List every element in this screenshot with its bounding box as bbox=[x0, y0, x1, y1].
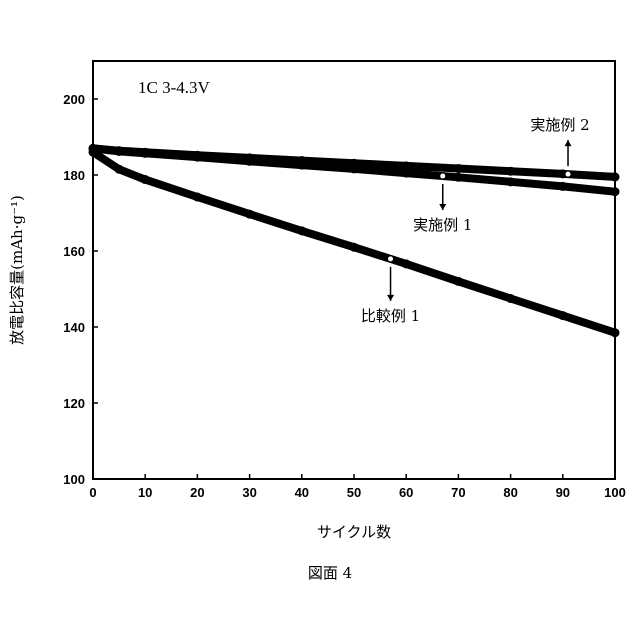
data-point-example-2 bbox=[506, 167, 515, 176]
y-tick-label: 120 bbox=[63, 396, 85, 411]
x-tick-label: 60 bbox=[399, 485, 413, 500]
x-tick-label: 80 bbox=[503, 485, 517, 500]
x-tick-label: 0 bbox=[89, 485, 96, 500]
x-tick-label: 10 bbox=[138, 485, 152, 500]
figure-caption: 図面 4 bbox=[308, 564, 352, 582]
data-point-comparative-1 bbox=[193, 193, 202, 202]
data-point-example-1 bbox=[350, 164, 359, 173]
data-point-example-1 bbox=[141, 149, 150, 158]
data-point-comparative-1 bbox=[506, 294, 515, 303]
data-point-example-1 bbox=[402, 169, 411, 178]
data-point-example-1 bbox=[115, 147, 124, 156]
condition-label: 1C 3-4.3V bbox=[138, 78, 211, 97]
annotation-label-comparative-1: 比較例 1 bbox=[361, 307, 420, 325]
data-point-example-1 bbox=[558, 182, 567, 191]
x-tick-label: 20 bbox=[190, 485, 204, 500]
x-axis-title: サイクル数 bbox=[317, 523, 391, 541]
data-point-comparative-1 bbox=[141, 175, 150, 184]
x-tick-label: 70 bbox=[451, 485, 465, 500]
data-point-example-1 bbox=[506, 177, 515, 186]
y-tick-label: 180 bbox=[63, 168, 85, 183]
data-point-example-1 bbox=[454, 173, 463, 182]
y-tick-label: 100 bbox=[63, 472, 85, 487]
annotation-marker bbox=[440, 173, 446, 179]
data-point-example-2 bbox=[454, 164, 463, 173]
y-tick-label: 200 bbox=[63, 92, 85, 107]
x-tick-label: 90 bbox=[556, 485, 570, 500]
y-tick-label: 140 bbox=[63, 320, 85, 335]
data-point-comparative-1 bbox=[115, 165, 124, 174]
data-point-comparative-1 bbox=[245, 210, 254, 219]
annotation-marker bbox=[388, 256, 394, 262]
y-axis-title: 放電比容量(mAh·g⁻¹) bbox=[8, 195, 26, 345]
annotation-label-example-2: 実施例 2 bbox=[530, 116, 589, 134]
data-point-comparative-1 bbox=[350, 243, 359, 252]
data-point-example-1 bbox=[193, 153, 202, 162]
data-point-example-1 bbox=[297, 161, 306, 170]
data-point-comparative-1 bbox=[558, 311, 567, 320]
annotation-marker bbox=[565, 171, 571, 177]
data-point-comparative-1 bbox=[297, 226, 306, 235]
y-tick-label: 160 bbox=[63, 244, 85, 259]
x-tick-label: 30 bbox=[242, 485, 256, 500]
x-tick-label: 100 bbox=[604, 485, 626, 500]
annotation-label-example-1: 実施例 1 bbox=[413, 216, 472, 234]
x-tick-label: 50 bbox=[347, 485, 361, 500]
data-point-comparative-1 bbox=[402, 259, 411, 268]
x-tick-label: 40 bbox=[295, 485, 309, 500]
data-point-comparative-1 bbox=[454, 277, 463, 286]
data-point-example-1 bbox=[245, 157, 254, 166]
